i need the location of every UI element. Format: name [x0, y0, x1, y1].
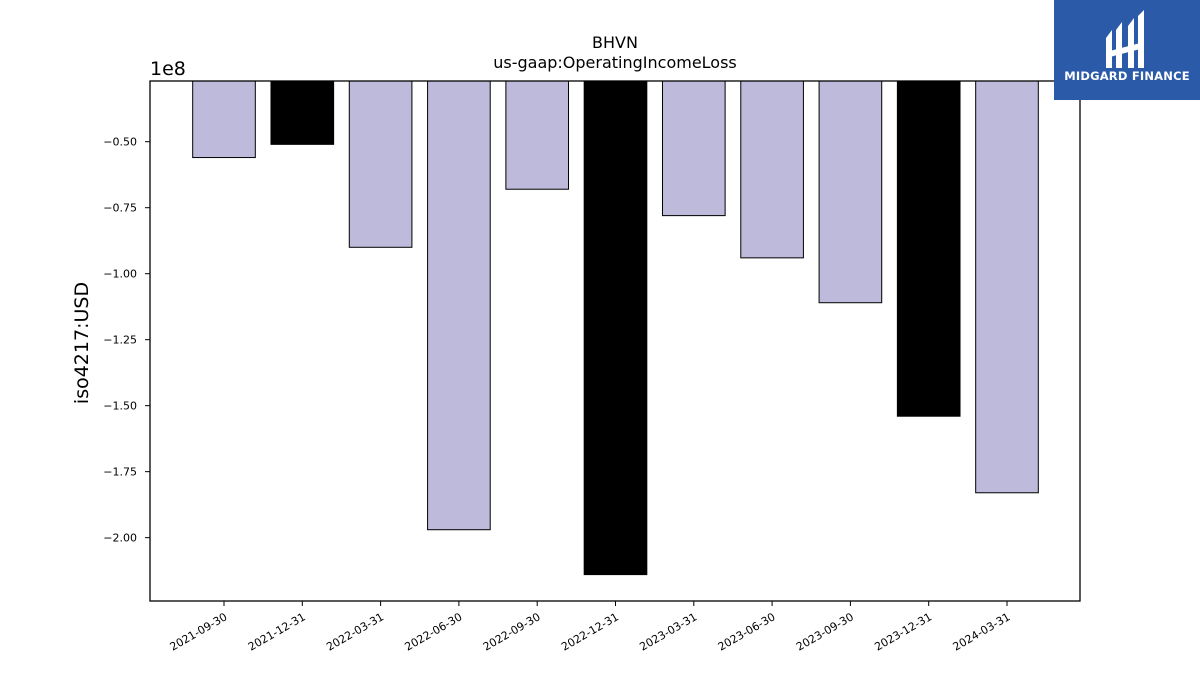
chart-title: BHVN: [592, 33, 638, 52]
x-tick-label: 2024-03-31: [951, 610, 1013, 653]
x-axis-ticks: 2021-09-30 2021-12-31 2022-03-31 2022-06-30…: [168, 601, 1013, 654]
x-tick-label: 2021-12-31: [246, 610, 308, 653]
y-axis-label: iso4217:USD: [71, 282, 93, 404]
bar: [740, 80, 804, 259]
y-tick-label: −1.25: [103, 334, 137, 347]
logo: MIDGARD FINANCE: [1054, 0, 1200, 100]
y-tick-label: −1.75: [103, 466, 137, 479]
x-tick-label: 2023-06-30: [716, 610, 778, 653]
x-tick-label: 2023-12-31: [872, 610, 934, 653]
y-tick-label: −1.00: [103, 268, 137, 281]
logo-mark-icon: [1106, 10, 1144, 68]
bar: [270, 80, 335, 145]
bar: [661, 80, 726, 217]
chart-subtitle: us-gaap:OperatingIncomeLoss: [493, 53, 737, 72]
bar: [818, 80, 883, 304]
y-tick-label: −0.50: [103, 136, 137, 149]
bar: [583, 80, 648, 576]
bars: [192, 80, 1039, 576]
bar: [427, 80, 491, 531]
bar: [348, 80, 413, 248]
logo-text: MIDGARD FINANCE: [1064, 69, 1190, 83]
bar: [975, 80, 1039, 494]
bar: [192, 80, 256, 159]
x-tick-label: 2022-03-31: [324, 610, 386, 653]
y-axis-ticks: −0.50 −0.75 −1.00 −1.25 −1.50 −1.75 −2.00: [103, 136, 150, 545]
plot-frame: [149, 80, 1081, 602]
y-tick-label: −2.00: [103, 532, 137, 545]
x-tick-label: 2023-03-31: [637, 610, 699, 653]
y-offset-label: 1e8: [150, 58, 186, 80]
x-tick-label: 2023-09-30: [794, 610, 856, 653]
bar: [505, 80, 570, 190]
x-tick-label: 2022-06-30: [403, 610, 465, 653]
x-tick-label: 2021-09-30: [168, 610, 230, 653]
x-tick-label: 2022-12-31: [559, 610, 621, 653]
y-tick-label: −1.50: [103, 400, 137, 413]
y-tick-label: −0.75: [103, 202, 137, 215]
x-tick-label: 2022-09-30: [481, 610, 543, 653]
bar: [896, 80, 961, 417]
